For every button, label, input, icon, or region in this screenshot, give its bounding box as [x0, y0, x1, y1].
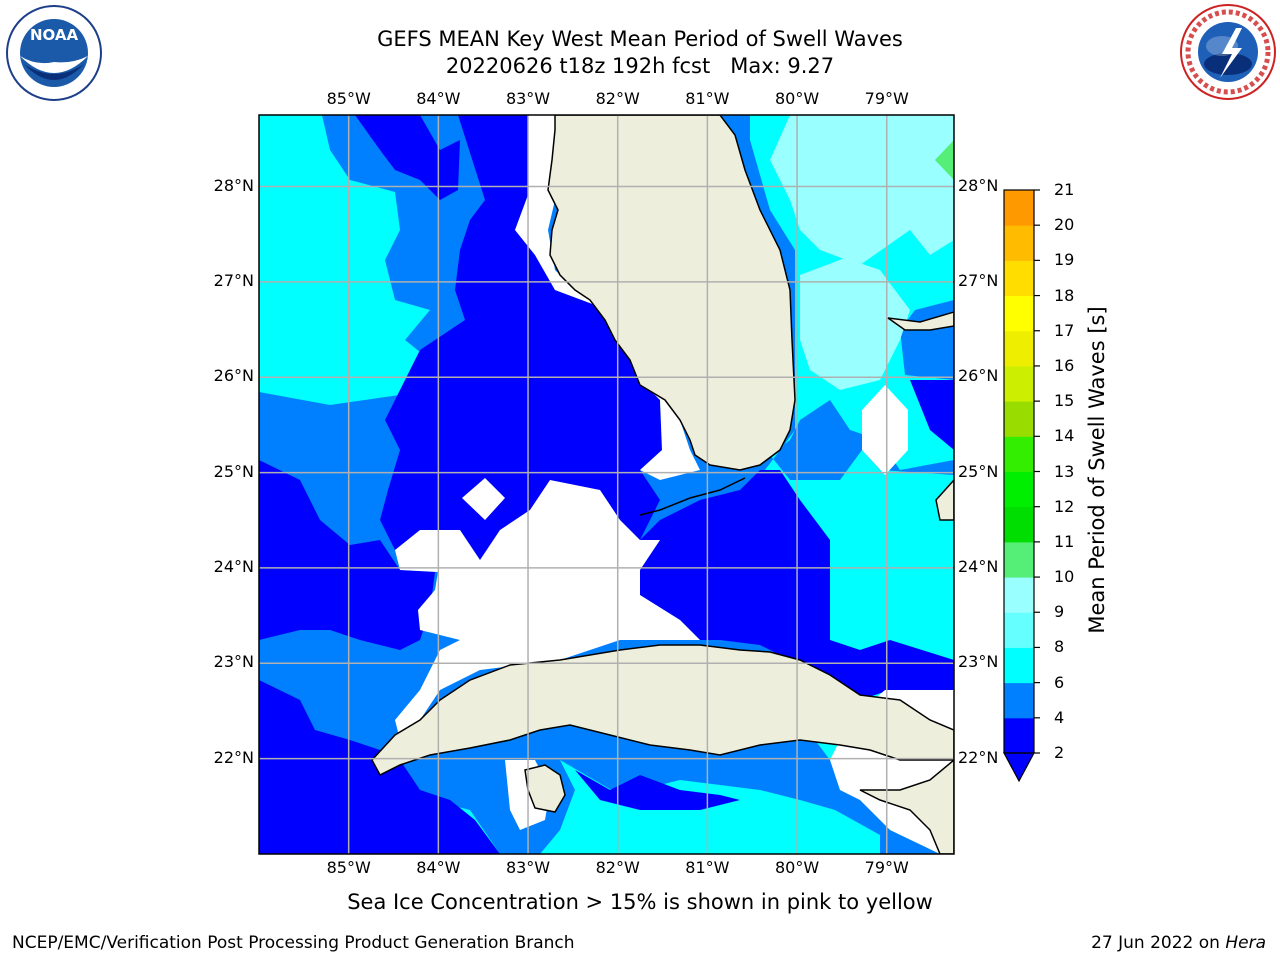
lat-label-left: 26°N	[213, 366, 254, 386]
footer-date-text: 27 Jun 2022 on	[1091, 933, 1226, 953]
lat-label-right: 23°N	[958, 652, 999, 672]
chart-title: GEFS MEAN Key West Mean Period of Swell …	[0, 26, 1280, 80]
lat-label-left: 22°N	[213, 747, 254, 767]
map-frame	[258, 114, 955, 855]
colorbar-segment	[1004, 682, 1034, 719]
noaa-logo-text: NOAA	[30, 26, 79, 44]
colorbar-segment	[1004, 471, 1034, 508]
land-isle-of-youth	[524, 764, 566, 813]
colorbar-segment	[1004, 541, 1034, 578]
lat-label-left: 24°N	[213, 556, 254, 576]
nws-logo-icon	[1180, 4, 1276, 100]
lat-label-left: 25°N	[213, 461, 254, 481]
field-8-9-mid	[800, 258, 910, 390]
colorbar-segment	[1004, 365, 1034, 402]
lat-label-right: 22°N	[958, 747, 999, 767]
colorbar-segment	[1004, 436, 1034, 472]
colorbar-tick-label: 12	[1054, 496, 1075, 516]
lat-label-right: 25°N	[958, 461, 999, 481]
noaa-logo-icon: NOAA	[6, 5, 102, 101]
field-8-9-ne	[770, 115, 954, 265]
land-cuba	[371, 644, 954, 776]
land-grand-bahama	[887, 311, 954, 331]
colorbar-tick-label: 18	[1054, 285, 1075, 305]
title-line-1: GEFS MEAN Key West Mean Period of Swell …	[377, 27, 903, 51]
nodata-patch-east	[862, 385, 908, 475]
lat-label-left: 23°N	[213, 652, 254, 672]
lon-label-top: 85°W	[326, 89, 371, 108]
colorbar-tick-label: 16	[1054, 355, 1075, 375]
colorbar-segment	[1004, 577, 1034, 613]
colorbar-segment	[1004, 401, 1034, 437]
colorbar-tick-label: 15	[1054, 391, 1075, 411]
footer-branch: NCEP/EMC/Verification Post Processing Pr…	[12, 933, 575, 953]
lat-label-left: 28°N	[213, 175, 254, 195]
colorbar-tick-label: 8	[1054, 637, 1065, 657]
land-southeast	[859, 759, 954, 854]
lon-label-top: 79°W	[864, 89, 909, 108]
colorbar-tick-label: 19	[1054, 250, 1075, 270]
colorbar-tick-label: 6	[1054, 672, 1065, 692]
lat-label-right: 27°N	[958, 270, 999, 290]
nodata-patch-1	[462, 478, 505, 520]
field-2-4-topleft	[355, 115, 460, 200]
lon-label-top: 83°W	[505, 89, 551, 108]
colorbar-segment	[1004, 260, 1034, 297]
graticule	[259, 115, 954, 854]
title-line-2: 20220626 t18z 192h fcst Max: 9.27	[445, 54, 835, 78]
colorbar-segment	[1004, 330, 1034, 367]
field-9-10-ne	[935, 140, 954, 180]
colorbar-tick-label: 11	[1054, 531, 1075, 551]
land-andros	[935, 478, 954, 521]
footer-host: Hera	[1225, 933, 1266, 953]
colorbar-segment	[1004, 190, 1034, 226]
field-6-8-west	[259, 115, 430, 405]
colorbar-segment	[1004, 506, 1034, 543]
colorbar-segment	[1004, 647, 1034, 684]
lon-label-top: 80°W	[774, 89, 820, 108]
colorbar-tick-label: 20	[1054, 215, 1075, 235]
lon-label-bottom: 84°W	[416, 858, 461, 877]
lon-label-top: 81°W	[685, 89, 730, 108]
lon-label-bottom: 79°W	[864, 858, 909, 877]
lon-label-bottom: 83°W	[505, 858, 551, 877]
colorbar	[1002, 189, 1040, 783]
lat-label-right: 26°N	[958, 366, 999, 386]
colorbar-segment	[1004, 295, 1034, 332]
lon-label-top: 84°W	[416, 89, 461, 108]
lat-label-right: 24°N	[958, 556, 999, 576]
colorbar-extend-arrow	[1002, 752, 1036, 783]
lon-label-top: 82°W	[595, 89, 640, 108]
colorbar-tick-label: 10	[1054, 567, 1075, 587]
land-florida-keys	[639, 477, 746, 516]
colorbar-label: Mean Period of Swell Waves [s]	[1085, 306, 1109, 634]
colorbar-segment	[1004, 225, 1034, 261]
colorbar-tick-label: 14	[1054, 426, 1075, 446]
field-2-4-west	[259, 460, 435, 650]
sea-ice-note: Sea Ice Concentration > 15% is shown in …	[347, 890, 933, 914]
colorbar-segment	[1004, 717, 1034, 754]
colorbar-tick-label: 2	[1054, 743, 1065, 762]
colorbar-tick-label: 9	[1054, 602, 1065, 622]
lat-label-right: 28°N	[958, 175, 999, 195]
colorbar-segment	[1004, 612, 1034, 648]
footer-date: 27 Jun 2022 on Hera	[1091, 933, 1266, 953]
lon-label-bottom: 80°W	[774, 858, 820, 877]
colorbar-tick-label: 17	[1054, 320, 1075, 340]
nodata-cuba-north	[395, 480, 700, 740]
land-florida	[547, 115, 796, 471]
lon-label-bottom: 81°W	[685, 858, 730, 877]
field-2-4-ne-spot	[910, 380, 954, 450]
colorbar-tick-label: 13	[1054, 461, 1075, 481]
colorbar-tick-label: 21	[1054, 180, 1075, 199]
lat-label-left: 27°N	[213, 270, 254, 290]
field-2-4-south	[575, 770, 740, 810]
colorbar-tick-label: 4	[1054, 707, 1065, 727]
lon-label-bottom: 85°W	[326, 858, 371, 877]
lon-label-bottom: 82°W	[595, 858, 640, 877]
